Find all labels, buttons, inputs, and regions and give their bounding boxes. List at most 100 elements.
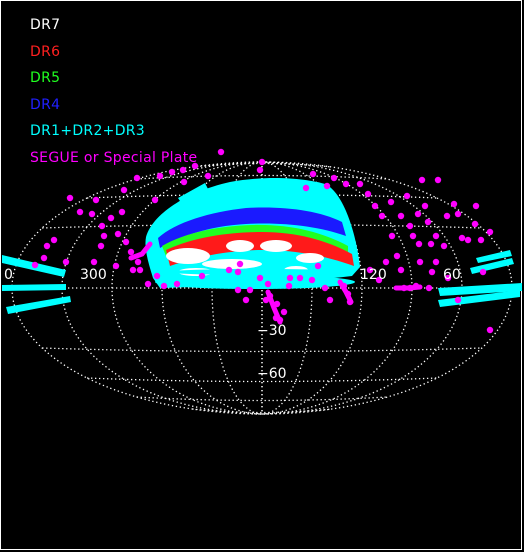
segue-plate-marker — [128, 249, 134, 255]
segue-plate-marker — [480, 269, 486, 275]
segue-plate-marker — [429, 269, 435, 275]
segue-plate-marker — [235, 287, 241, 293]
segue-plate-marker — [331, 175, 337, 181]
segue-plate-marker — [32, 262, 38, 268]
segue-plate-marker — [237, 261, 243, 267]
segue-plate-marker — [169, 169, 175, 175]
segue-plate-marker — [309, 277, 315, 283]
segue-plate-marker — [451, 201, 457, 207]
segue-plate-marker — [379, 213, 385, 219]
segue-plate-marker — [137, 267, 143, 273]
segue-plate-marker — [243, 297, 249, 303]
segue-plate-marker — [113, 263, 119, 269]
segue-plate-marker — [322, 285, 328, 291]
segue-plate-marker — [398, 213, 404, 219]
segue-plate-marker — [426, 285, 432, 291]
segue-plate-marker — [41, 255, 47, 261]
segue-plate-marker — [419, 177, 425, 183]
segue-plate-marker — [247, 287, 253, 293]
segue-plate-marker — [91, 259, 97, 265]
segue-plate-marker — [425, 219, 431, 225]
segue-plate-marker — [108, 215, 114, 221]
segue-plate-marker — [398, 267, 404, 273]
lon-label-300: 300 — [80, 267, 107, 283]
segue-plate-marker — [123, 239, 129, 245]
segue-plate-marker — [410, 233, 416, 239]
lon-label-0: 0 — [4, 267, 13, 283]
segue-plate-marker — [89, 211, 95, 217]
segue-plate-marker — [433, 233, 439, 239]
segue-plate-marker — [199, 273, 205, 279]
segue-plate-marker — [389, 233, 395, 239]
segue-plate-marker — [257, 167, 263, 173]
segue-plate-marker — [372, 203, 378, 209]
segue-plate-marker — [51, 237, 57, 243]
segue-plate-marker — [455, 211, 461, 217]
segue-plate-marker — [134, 175, 140, 181]
segue-plate-marker — [327, 297, 333, 303]
segue-plate-marker — [99, 223, 105, 229]
segue-plate-marker — [472, 221, 478, 227]
segue-plate-marker — [115, 231, 121, 237]
segue-plate-strip — [396, 287, 420, 288]
segue-plate-marker — [415, 211, 421, 217]
segue-plate-marker — [455, 297, 461, 303]
segue-plate-marker — [101, 233, 107, 239]
segue-plate-marker — [181, 179, 187, 185]
lat-label-minus-30: −30 — [257, 323, 287, 339]
segue-plate-marker — [435, 177, 441, 183]
segue-plate-marker — [121, 187, 127, 193]
segue-plate-marker — [93, 197, 99, 203]
segue-plate-marker — [487, 229, 493, 235]
segue-plate-marker — [315, 263, 321, 269]
segue-plate-marker — [459, 235, 465, 241]
segue-plate-marker — [235, 269, 241, 275]
segue-plate-marker — [265, 281, 271, 287]
lon-label-60: 60 — [443, 267, 461, 283]
segue-plate-marker — [157, 173, 163, 179]
segue-plate-marker — [473, 203, 479, 209]
segue-plate-marker — [257, 275, 263, 281]
segue-plate-marker — [478, 237, 484, 243]
segue-plate-marker — [145, 281, 151, 287]
segue-plate-marker — [388, 199, 394, 205]
segue-plate-marker — [343, 181, 349, 187]
lat-label-minus-60: −60 — [257, 366, 287, 382]
segue-plate-marker — [487, 327, 493, 333]
segue-plate-marker — [281, 309, 287, 315]
segue-plate-marker — [161, 283, 167, 289]
segue-plate-marker — [404, 193, 410, 199]
segue-plate-marker — [433, 259, 439, 265]
segue-plate-marker — [286, 283, 292, 289]
segue-plate-marker — [428, 241, 434, 247]
segue-plate-marker — [297, 275, 303, 281]
segue-plate-marker — [416, 241, 422, 247]
segue-plate-marker — [259, 159, 265, 165]
segue-plate-marker — [63, 259, 69, 265]
segue-plate-marker — [226, 267, 232, 273]
segue-plate-marker — [152, 197, 158, 203]
segue-plate-marker — [154, 273, 160, 279]
segue-plate-marker — [441, 243, 447, 249]
segue-plate-marker — [67, 195, 73, 201]
segue-plate-marker — [394, 253, 400, 259]
segue-plate-marker — [465, 237, 471, 243]
segue-plate-marker — [444, 213, 450, 219]
lon-label-120: 120 — [360, 267, 387, 283]
segue-plate-marker — [324, 183, 330, 189]
segue-plate-marker — [303, 185, 309, 191]
segue-plate-marker — [135, 259, 141, 265]
segue-plate-marker — [310, 171, 316, 177]
segue-plate-marker — [130, 267, 136, 273]
segue-plate-marker — [218, 149, 224, 155]
segue-plate-marker — [365, 191, 371, 197]
segue-plate-marker — [417, 259, 423, 265]
segue-plate-marker — [205, 173, 211, 179]
segue-plate-marker — [192, 163, 198, 169]
segue-plate-marker — [407, 223, 413, 229]
segue-plate-marker — [422, 203, 428, 209]
segue-plate-marker — [174, 281, 180, 287]
segue-plate-marker — [287, 275, 293, 281]
segue-plate-marker — [357, 181, 363, 187]
